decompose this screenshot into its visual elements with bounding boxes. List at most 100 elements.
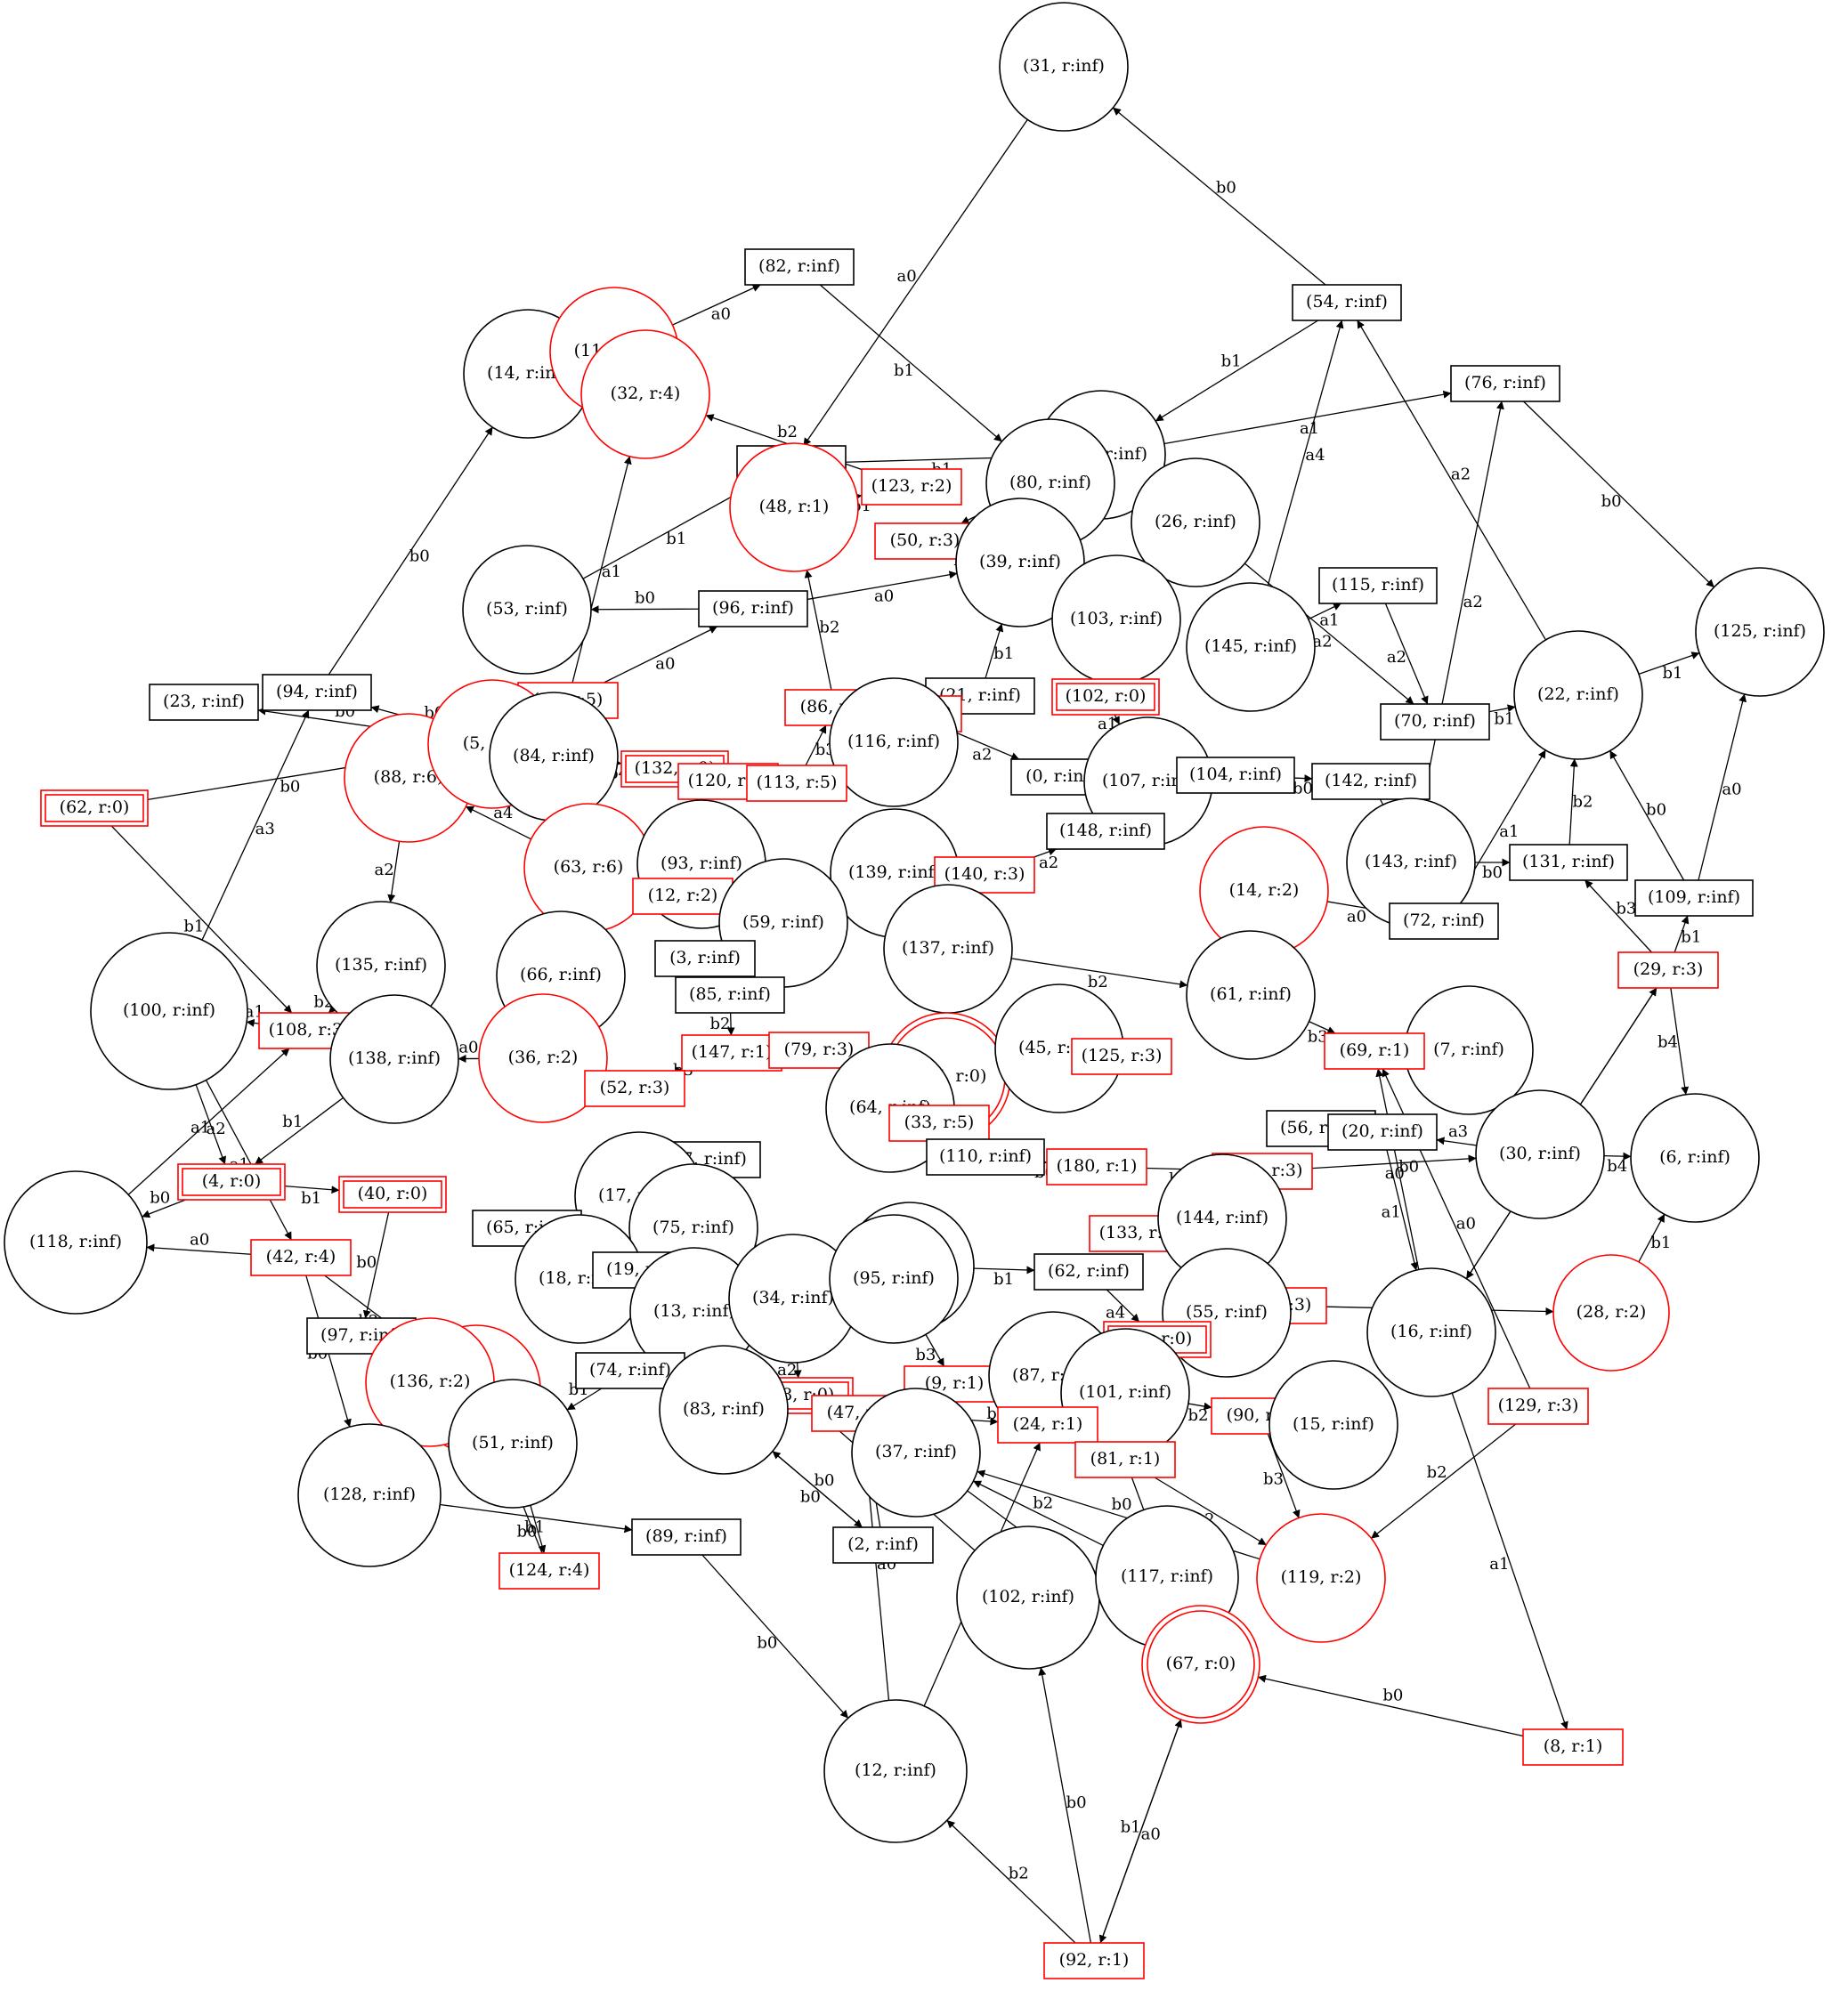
edge-label: b3 <box>1616 899 1636 918</box>
state-node: (62, r:0) <box>40 789 149 827</box>
edge-53-to-27 <box>582 481 760 579</box>
edge-61-to-69 <box>1309 1021 1336 1034</box>
node-box <box>498 1552 600 1590</box>
node-label: (131, r:inf) <box>1522 852 1615 871</box>
edge-label: b0 <box>800 1487 821 1506</box>
node-circle <box>329 994 459 1124</box>
node-label: (144, r:inf) <box>1176 1208 1268 1227</box>
node-label: (23, r:inf) <box>163 692 245 711</box>
edge-81-to-119 <box>1154 1477 1267 1546</box>
node-label: (123, r:2) <box>871 476 952 496</box>
node-circle <box>659 1345 789 1475</box>
edge-100-to-94 <box>201 709 310 941</box>
edge-label: a0 <box>1347 908 1366 927</box>
state-node: (103, r:inf) <box>1051 554 1181 684</box>
node-label: (136, r:2) <box>390 1372 471 1391</box>
state-node: (54, r:inf) <box>1292 284 1402 321</box>
edge-29-to-131 <box>1585 879 1652 953</box>
node-label: (180, r:1) <box>1057 1156 1138 1176</box>
node-label: (107, r:inf) <box>1102 771 1195 790</box>
node-circle <box>1552 1254 1670 1372</box>
edge-30-to-20 <box>1436 1137 1477 1146</box>
state-node: (36, r:2) <box>478 993 608 1123</box>
edge-label: b1 <box>1662 664 1682 683</box>
state-node: (63, r:6) <box>523 803 653 933</box>
edge-label: b0 <box>1482 863 1503 882</box>
state-node: (100, r:inf) <box>90 932 248 1090</box>
edge-label: b3 <box>1263 1469 1284 1488</box>
node-box <box>1327 1113 1438 1151</box>
node-label: (16, r:inf) <box>1390 1322 1472 1341</box>
edge-100-to-42 <box>205 1080 292 1241</box>
node-box <box>1380 703 1490 741</box>
node-label: (9, r:1) <box>925 1373 985 1393</box>
node-box <box>1071 1038 1172 1075</box>
node-circle <box>829 677 959 807</box>
edge-label: a4 <box>1305 446 1325 465</box>
node-label: (42, r:4) <box>266 1247 336 1267</box>
node-label: (148, r:inf) <box>1059 821 1152 840</box>
edge-109-to-125 <box>1698 693 1747 881</box>
node-circle <box>1186 582 1316 712</box>
node-circle <box>4 1170 148 1315</box>
node-label: (117, r:inf) <box>1121 1566 1213 1586</box>
edge-4-to-118 <box>142 1199 186 1218</box>
node-circle <box>90 932 248 1090</box>
edge-108-to-100 <box>246 1018 260 1027</box>
edge-48-to-123 <box>853 492 863 501</box>
node-circle <box>297 1423 442 1567</box>
node-label: (110, r:inf) <box>939 1146 1032 1166</box>
node-label: (82, r:inf) <box>758 256 840 276</box>
state-node: (28, r:2) <box>1552 1254 1670 1372</box>
node-label: (147, r:1) <box>692 1042 773 1062</box>
state-node: (180, r:1) <box>1046 1148 1147 1186</box>
state-node: (23, r:inf) <box>149 684 259 721</box>
edge-label: b1 <box>1681 928 1701 947</box>
edge-label: a0 <box>655 654 675 673</box>
node-box <box>1324 1032 1425 1070</box>
edge-label: b2 <box>1572 793 1593 812</box>
state-node: (61, r:inf) <box>1186 930 1316 1060</box>
edge-82-to-80 <box>819 284 1002 442</box>
state-node: (4, r:0) <box>177 1163 286 1201</box>
state-node: (34, r:inf) <box>728 1234 858 1364</box>
node-label: (116, r:inf) <box>847 732 940 751</box>
node-label: (24, r:1) <box>1013 1414 1083 1434</box>
state-node: (76, r:inf) <box>1450 365 1560 402</box>
node-label: (50, r:3) <box>890 530 960 550</box>
node-label: (6, r:inf) <box>1659 1147 1730 1167</box>
edge-label: a2 <box>1387 648 1406 667</box>
node-label: (102, r:inf) <box>982 1587 1074 1607</box>
edge-101-to-90 <box>1187 1402 1212 1411</box>
node-label: (135, r:inf) <box>335 955 427 975</box>
node-label: (22, r:inf) <box>1537 684 1619 704</box>
node-box <box>1043 1942 1145 1979</box>
node-circle <box>823 1699 968 1843</box>
node-label: (69, r:1) <box>1340 1040 1410 1060</box>
edge-label: b1 <box>282 1113 303 1131</box>
node-label: (48, r:1) <box>759 497 830 516</box>
edge-128-to-89 <box>440 1503 633 1534</box>
state-node: (81, r:1) <box>1074 1441 1176 1478</box>
node-box <box>1074 1441 1176 1478</box>
edge-label: b1 <box>666 530 686 548</box>
edge-label: a0 <box>1722 780 1741 798</box>
node-label: (109, r:inf) <box>1648 887 1740 907</box>
edge-131-to-22 <box>1568 758 1578 846</box>
node-circle <box>1256 1513 1386 1643</box>
state-node: (84, r:inf) <box>489 692 619 821</box>
node-label: (62, r:inf) <box>1048 1261 1130 1281</box>
node-label: (103, r:inf) <box>1070 609 1163 628</box>
node-label: (145, r:inf) <box>1204 636 1297 656</box>
node-label: (66, r:inf) <box>520 965 602 984</box>
node-inner-circle <box>1147 1610 1255 1719</box>
edge-label: b0 <box>1112 1495 1132 1514</box>
state-node: (33, r:5) <box>888 1105 990 1142</box>
node-circle <box>1366 1267 1496 1397</box>
node-label: (95, r:inf) <box>853 1268 935 1288</box>
edge-label: a1 <box>1499 822 1519 841</box>
node-box <box>250 1239 352 1276</box>
edge-76-to-125 <box>1523 401 1714 588</box>
edge-89-to-12 <box>701 1554 849 1719</box>
